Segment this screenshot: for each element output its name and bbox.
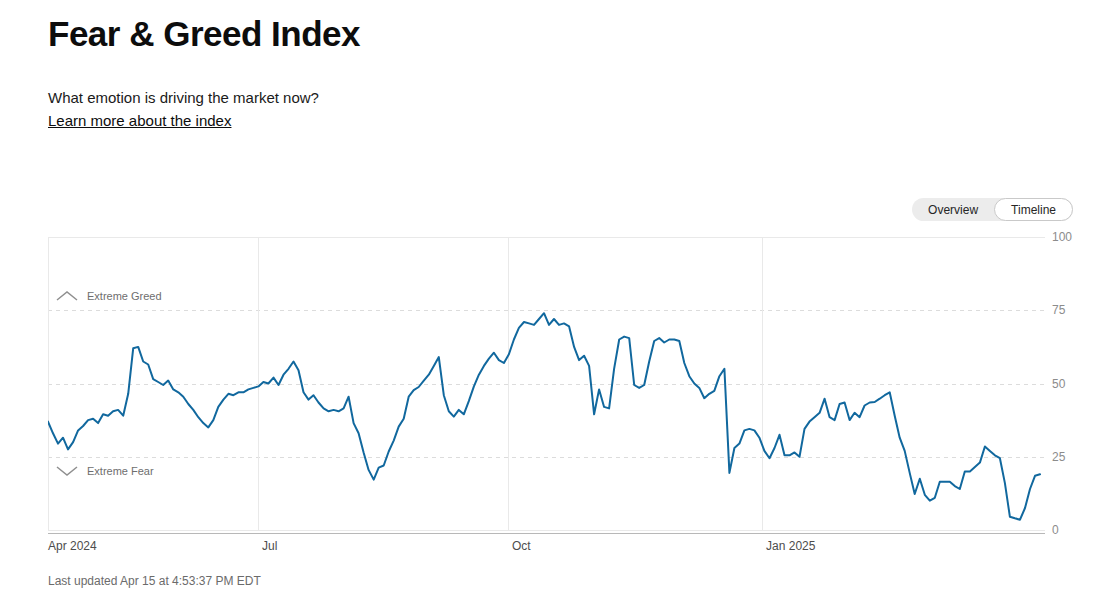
y-tick-label-75: 75 — [1052, 303, 1065, 317]
fear-greed-page: Fear & Greed Index What emotion is drivi… — [0, 0, 1100, 610]
page-subtitle: What emotion is driving the market now? — [48, 89, 319, 106]
tab-timeline[interactable]: Timeline — [994, 198, 1073, 221]
y-tick-label-25: 25 — [1052, 450, 1065, 464]
x-tick-label-jul: Jul — [262, 539, 277, 553]
last-updated-text: Last updated Apr 15 at 4:53:37 PM EDT — [48, 574, 261, 588]
x-tick-label-jan-2025: Jan 2025 — [766, 539, 815, 553]
x-tick-label-oct: Oct — [512, 539, 531, 553]
y-tick-label-0: 0 — [1052, 523, 1059, 537]
x-tick-label-apr-2024: Apr 2024 — [48, 539, 97, 553]
tab-overview[interactable]: Overview — [912, 198, 994, 221]
y-tick-label-100: 100 — [1052, 230, 1072, 244]
y-tick-label-50: 50 — [1052, 377, 1065, 391]
chart-plot-area[interactable] — [48, 237, 1045, 537]
page-title: Fear & Greed Index — [48, 14, 360, 54]
view-toggle: Overview Timeline — [912, 198, 1073, 221]
learn-more-link[interactable]: Learn more about the index — [48, 112, 231, 129]
